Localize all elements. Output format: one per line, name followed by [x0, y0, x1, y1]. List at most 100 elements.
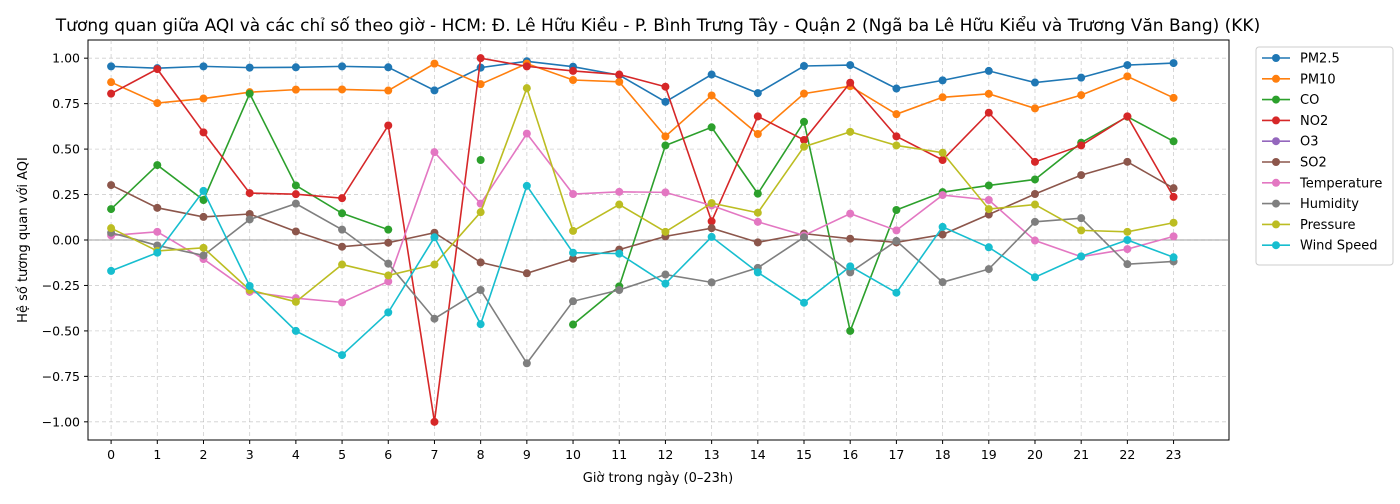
data-point [153, 248, 162, 257]
data-point [1030, 190, 1039, 198]
data-point [338, 242, 347, 251]
data-point [984, 66, 993, 75]
data-point [384, 121, 393, 130]
legend-marker [1272, 158, 1280, 166]
series-line [110, 57, 1175, 422]
data-point [892, 110, 901, 119]
x-tick-label: 11 [611, 447, 627, 462]
data-point [1077, 73, 1086, 82]
data-point [1123, 227, 1132, 236]
y-tick-label: 0.50 [52, 142, 80, 157]
data-point [522, 269, 531, 278]
data-point [153, 99, 162, 108]
data-point [661, 270, 670, 279]
legend-item: CO [1262, 93, 1319, 108]
data-point [800, 136, 809, 144]
series-line [110, 184, 1174, 357]
data-point [892, 288, 901, 297]
x-axis-ticks: 0 1 2 3 4 5 6 7 8 9 10 11 12 13 14 15 16 17 18 19 20 21 22 23 [107, 440, 1182, 462]
legend-item: NO2 [1262, 114, 1328, 129]
y-tick-label: −0.75 [42, 369, 80, 384]
data-point [338, 260, 347, 269]
y-tick-label: −1.00 [42, 414, 80, 429]
data-point [1169, 93, 1178, 102]
data-point [245, 89, 254, 98]
data-point [384, 277, 393, 286]
data-point [430, 86, 439, 95]
data-point [107, 205, 116, 214]
data-point [569, 66, 578, 75]
legend-marker [1272, 54, 1280, 62]
x-tick-label: 15 [796, 447, 812, 462]
legend-label: O3 [1300, 135, 1319, 150]
data-point [938, 230, 947, 239]
data-point [153, 161, 162, 170]
data-point [707, 91, 716, 100]
data-point [1077, 171, 1086, 180]
data-point [1030, 104, 1039, 113]
data-point [476, 63, 485, 72]
series-wind-speed [107, 181, 1178, 360]
data-point [753, 238, 762, 247]
data-point [430, 233, 439, 242]
x-tick-label: 0 [107, 447, 115, 462]
data-point [1030, 175, 1039, 184]
data-point [938, 148, 947, 157]
data-point [707, 224, 716, 233]
series-co [107, 89, 1178, 335]
data-point [753, 112, 762, 121]
data-point [199, 243, 208, 252]
data-point [753, 268, 762, 277]
data-point [1169, 137, 1178, 146]
legend-label: CO [1300, 93, 1319, 108]
data-point [892, 236, 901, 245]
series-line [111, 60, 1174, 103]
data-point [291, 181, 300, 190]
data-point [1030, 157, 1039, 166]
data-point [291, 190, 300, 199]
y-tick-label: 0.75 [52, 96, 80, 111]
data-point [199, 94, 208, 103]
data-point [984, 108, 993, 117]
legend-item: Humidity [1262, 197, 1359, 212]
data-point [107, 89, 116, 98]
data-point [1077, 91, 1086, 100]
y-tick-label: −0.25 [42, 278, 80, 293]
data-point [199, 196, 208, 204]
data-point [846, 209, 855, 218]
legend-marker [1272, 178, 1280, 187]
data-point [938, 76, 947, 85]
y-tick-label: 1.00 [52, 51, 80, 66]
data-point [569, 254, 578, 263]
data-point [1030, 273, 1039, 282]
data-point [846, 78, 855, 87]
data-point [984, 243, 993, 252]
x-tick-label: 4 [292, 447, 300, 462]
data-point [338, 351, 347, 360]
data-point [338, 62, 347, 71]
x-tick-label: 8 [477, 447, 485, 462]
data-point [476, 258, 485, 267]
x-tick-label: 9 [523, 447, 531, 462]
legend-marker [1272, 220, 1280, 229]
data-point [291, 326, 300, 335]
data-point [707, 217, 716, 226]
data-point [199, 62, 208, 71]
series-pressure [107, 84, 1178, 306]
data-point [107, 224, 116, 233]
data-point [661, 82, 670, 91]
legend-item: Wind Speed [1262, 239, 1378, 254]
data-point [569, 320, 578, 329]
data-point [846, 262, 855, 271]
x-tick-label: 22 [1119, 447, 1135, 462]
x-tick-label: 3 [246, 447, 254, 462]
data-point [661, 227, 670, 236]
y-tick-label: −0.50 [42, 323, 80, 338]
data-point [430, 260, 439, 269]
data-point [661, 279, 670, 288]
data-point [1123, 157, 1132, 166]
data-point [199, 212, 208, 221]
series-pm2-5 [107, 57, 1178, 106]
data-point [846, 326, 855, 335]
